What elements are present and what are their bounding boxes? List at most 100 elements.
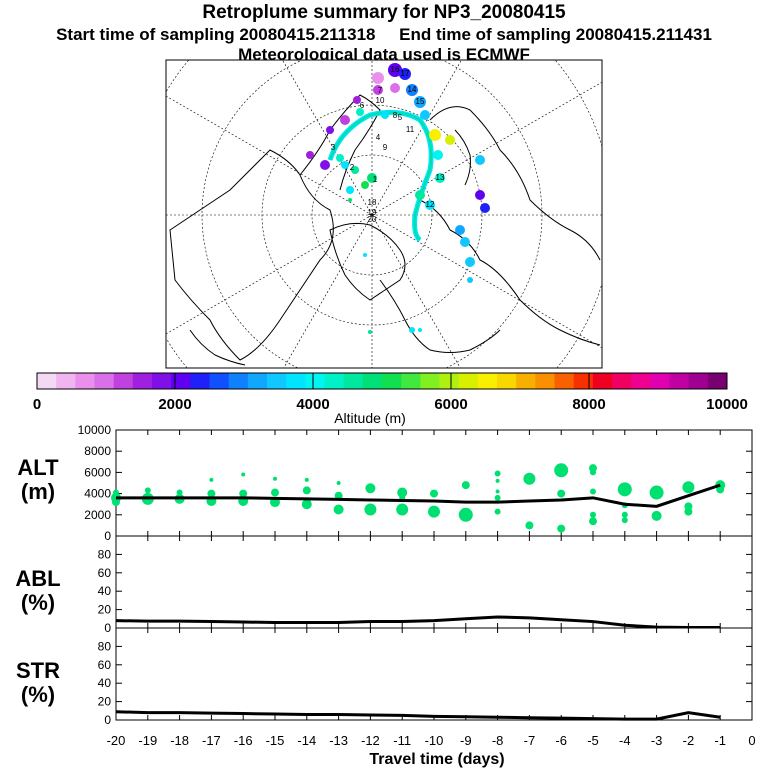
plume-blob [429, 129, 441, 141]
y-tick-label: 0 [104, 529, 111, 543]
plume-blob [351, 166, 359, 174]
scatter-point [684, 507, 693, 516]
colorbar-swatch [535, 373, 555, 389]
scatter-point [304, 477, 309, 482]
start-time-label: Start time of sampling 20080415.211318 [56, 25, 376, 44]
scatter-point [523, 472, 536, 485]
panel-abl: 0 20 40 60 80 ABL(%) [15, 535, 753, 635]
scatter-point [239, 489, 248, 498]
plume-blob [341, 161, 349, 169]
abl-line [115, 615, 721, 630]
plume-blob [340, 115, 350, 125]
plume-blob [467, 277, 473, 283]
y-tick-label: 10000 [78, 423, 112, 437]
x-tick-label: -10 [425, 733, 444, 748]
plume-blob [306, 151, 314, 159]
panel-alt: 0 2000 4000 6000 8000 10000 ALT(m) [17, 423, 753, 543]
scatter-point [301, 499, 312, 510]
colorbar-swatch [190, 373, 210, 389]
colorbar-swatch [382, 373, 402, 389]
scatter-point [302, 486, 311, 495]
plume-blob [406, 84, 418, 96]
colorbar-swatch [477, 373, 498, 389]
scatter-point [557, 524, 566, 533]
y-tick-label: 60 [98, 566, 112, 580]
y-tick-label: 60 [98, 658, 112, 672]
y-tick-label: 2000 [84, 508, 111, 522]
scatter-point [495, 478, 500, 483]
plume-blob [460, 237, 470, 247]
x-tick-label: -17 [202, 733, 221, 748]
map-day-label: 8 [393, 111, 398, 120]
plume-center-line [329, 111, 433, 241]
x-tick-label: -3 [651, 733, 663, 748]
colorbar-swatch [152, 373, 172, 389]
plume-blob [372, 72, 384, 84]
colorbar-swatch [267, 373, 287, 389]
meridian-line [166, 95, 373, 216]
scatter-point [428, 505, 440, 518]
scatter-point [209, 477, 214, 482]
scatter-point [458, 507, 473, 522]
plume-blob [356, 108, 364, 116]
plume-blob [373, 85, 383, 95]
scatter-point [590, 511, 596, 518]
y-tick-label: 8000 [84, 444, 111, 458]
colorbar-swatch [554, 373, 575, 389]
colorbar-swatch [516, 373, 536, 389]
panel-frame [115, 535, 753, 629]
y-tick-label: 6000 [84, 465, 111, 479]
map-day-label: 17 [401, 69, 410, 78]
x-tick-label: -7 [524, 733, 536, 748]
scatter-point [590, 469, 596, 476]
y-tick-label: 40 [98, 584, 112, 598]
colorbar-tick-label: 2000 [158, 396, 191, 413]
x-tick-label: -18 [170, 733, 189, 748]
x-tick-label: -9 [460, 733, 472, 748]
colorbar-swatch [228, 373, 249, 389]
x-axis-title: Travel time (days) [369, 751, 504, 768]
x-tick-label: -4 [619, 733, 631, 748]
colorbar-swatch [650, 373, 670, 389]
map-day-label: 5 [398, 113, 403, 122]
plume-blob [480, 203, 490, 213]
y-tick-label: 80 [98, 547, 112, 561]
meridian-line [371, 81, 602, 216]
scatter-point [112, 498, 120, 507]
panel-unit-label: (%) [21, 590, 55, 615]
plume-blob [346, 186, 354, 194]
panel-label: ABL [15, 566, 60, 591]
map-day-label: 20 [368, 215, 377, 224]
scatter-point [113, 489, 119, 496]
panel-unit-label: (m) [21, 479, 55, 504]
plume-blob [390, 83, 400, 93]
map-day-label: 2 [350, 163, 355, 172]
x-tick-label: -2 [683, 733, 695, 748]
plume-blob [455, 225, 465, 235]
x-tick-label: -13 [329, 733, 348, 748]
scatter-point [396, 503, 409, 516]
plume-blob [336, 154, 344, 162]
plume-blob [445, 135, 455, 145]
scatter-point [557, 489, 566, 498]
colorbar-tick-label: 10000 [706, 396, 748, 413]
met-data-label: Meteorological data used is ECMWF [238, 45, 530, 64]
map-day-label: 14 [408, 85, 417, 94]
scatter-point [336, 481, 341, 485]
map-graticule [166, 60, 602, 368]
scatter-point [682, 481, 695, 494]
colorbar-swatch [592, 373, 613, 389]
colorbar-swatch [209, 373, 230, 389]
map-day-label: 3 [331, 143, 336, 152]
plume-blob [433, 150, 443, 160]
colorbar-swatch [707, 373, 728, 389]
x-tick-label: 0 [748, 733, 755, 748]
colorbar-swatch [669, 373, 690, 389]
panel-frame [115, 429, 753, 537]
altitude-median-line [116, 483, 721, 508]
colorbar-swatch [420, 373, 440, 389]
time-series-panels: 0200040006000800010000ALT(m)020406080ABL… [15, 423, 755, 768]
